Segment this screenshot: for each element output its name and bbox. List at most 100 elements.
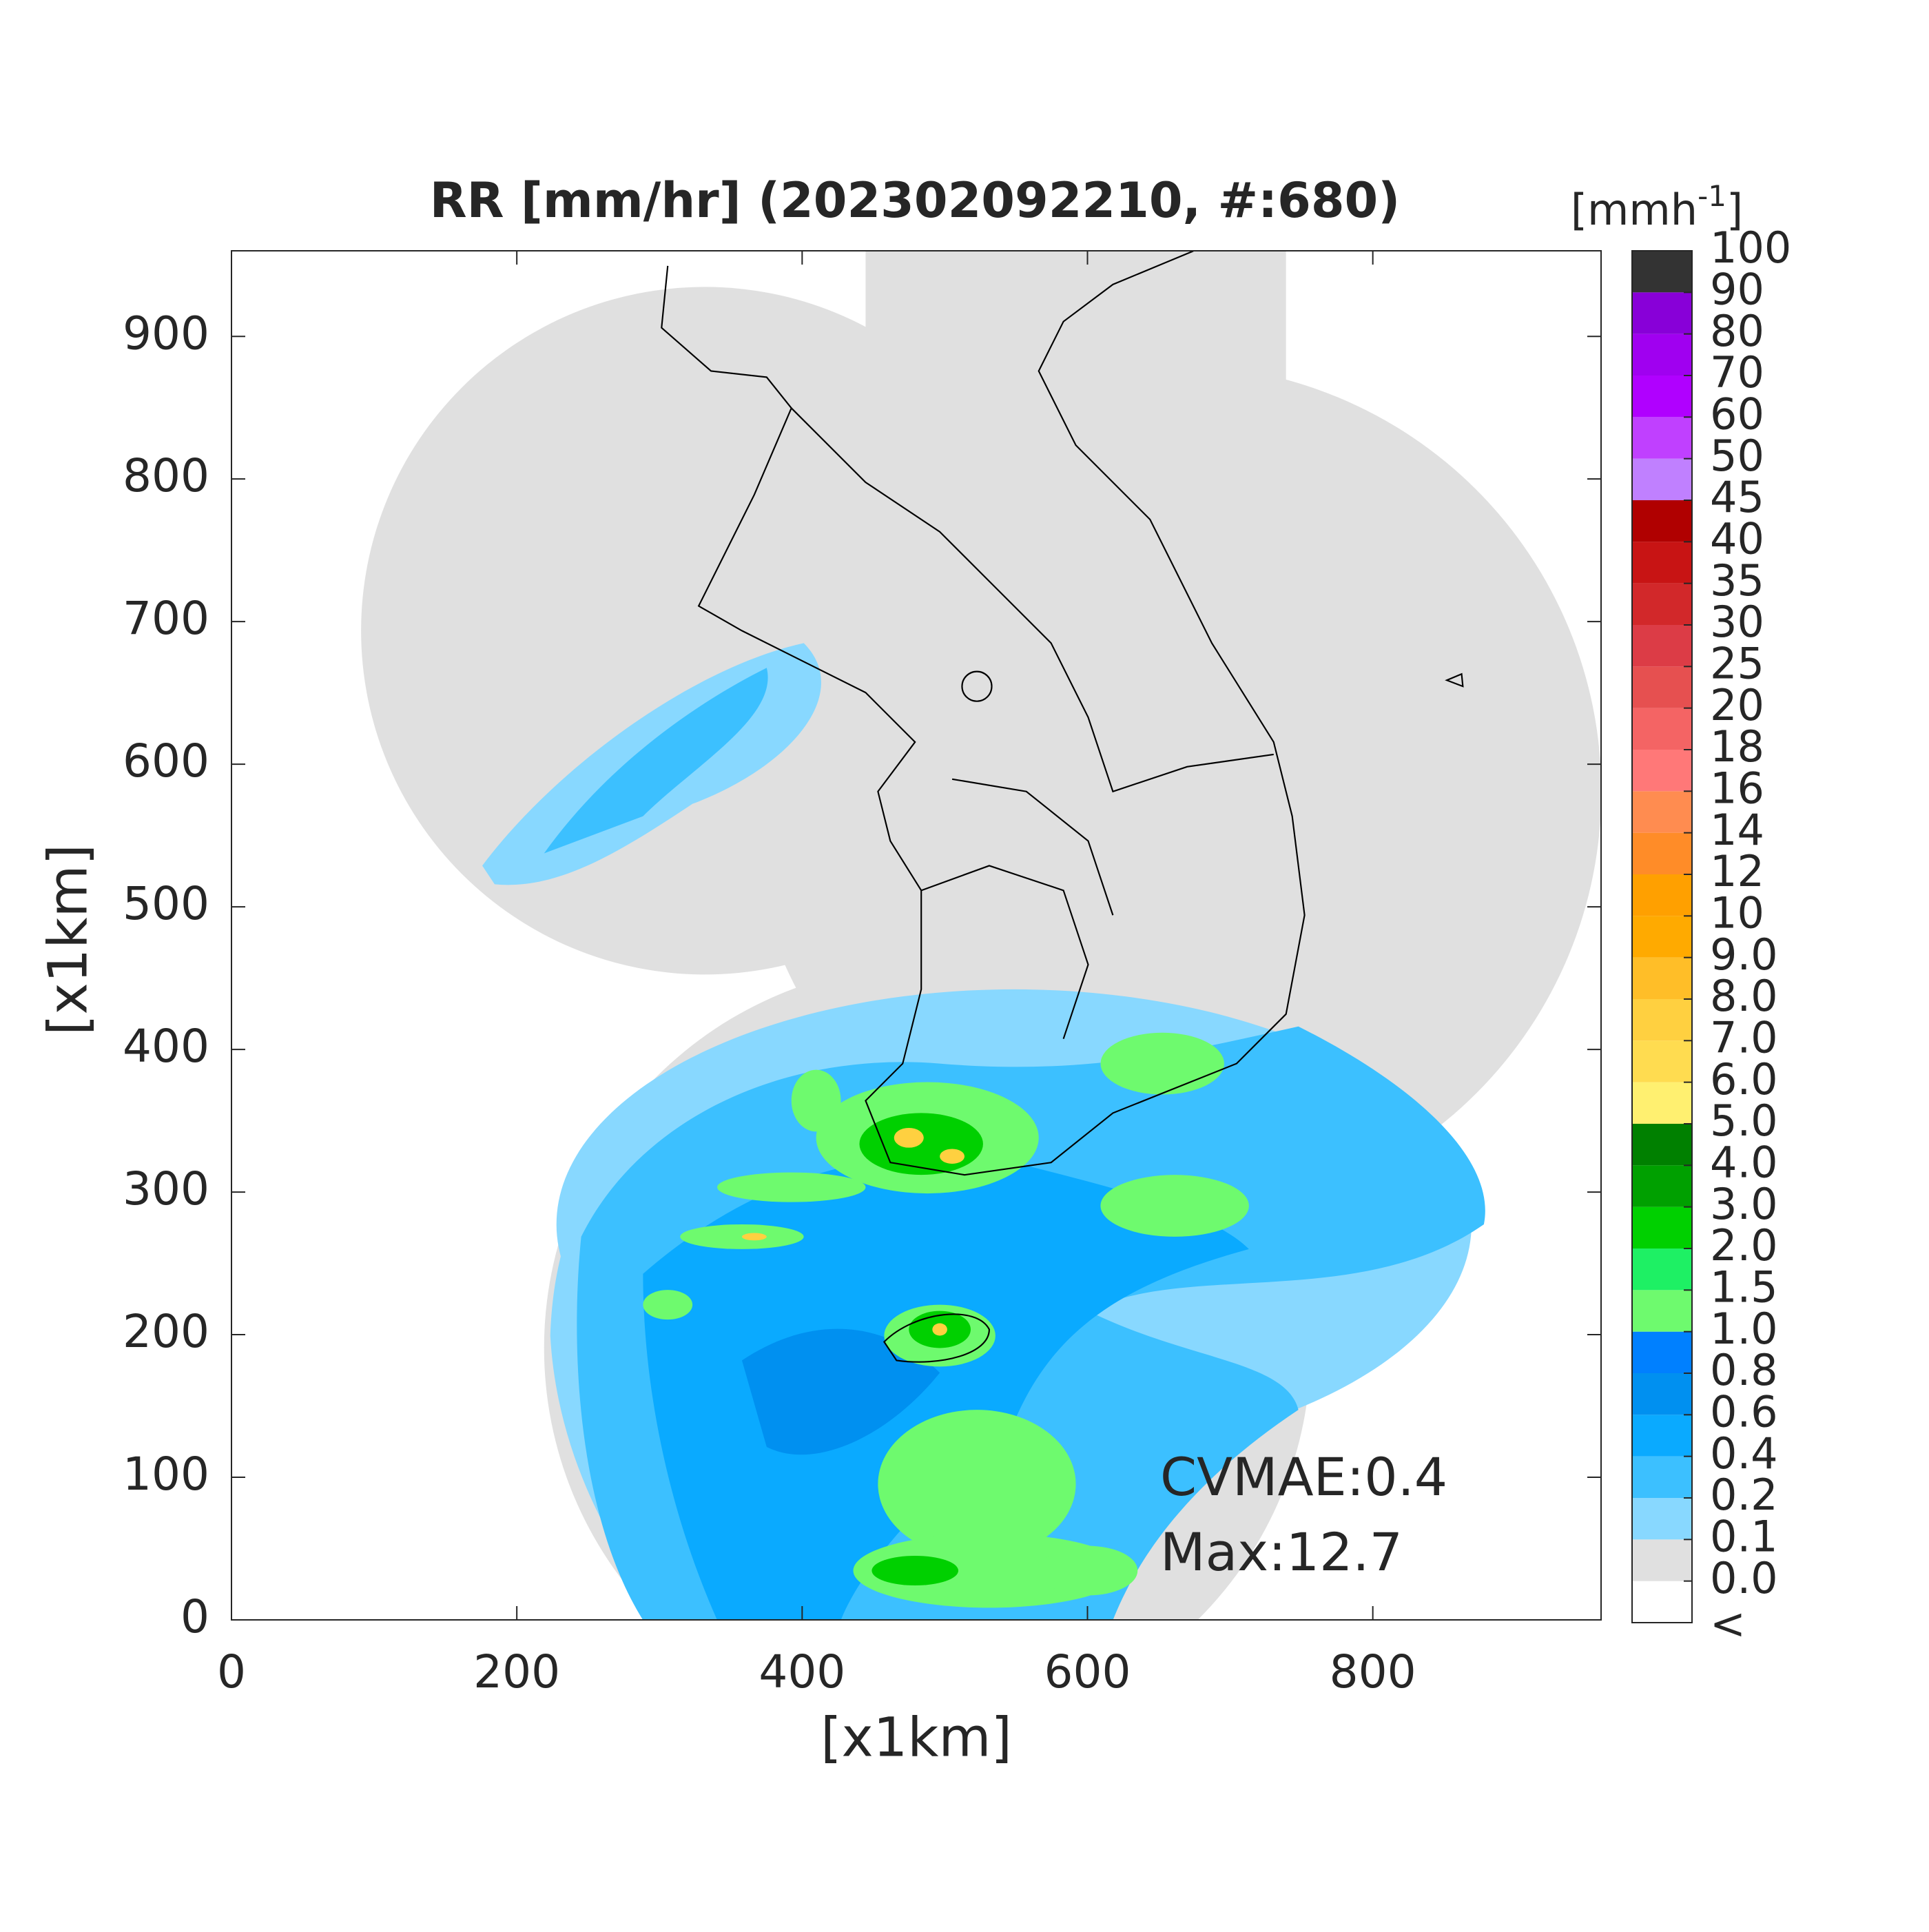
colorbar-box (1632, 874, 1692, 916)
colorbar-tick-label: 4.0 (1710, 1137, 1778, 1187)
colorbar-tick-label: 20 (1710, 680, 1764, 730)
colorbar-box (1632, 458, 1692, 500)
colorbar-box (1632, 1456, 1692, 1498)
colorbar-tick-label: 0.1 (1710, 1511, 1778, 1561)
colorbar-tick-label: 70 (1710, 347, 1764, 398)
x-tick-label: 800 (1330, 1645, 1416, 1698)
precip-field (482, 643, 1485, 1621)
y-tick-label: 800 (123, 449, 209, 502)
annotation: CVMAE:0.4 (1160, 1446, 1447, 1508)
colorbar-box (1632, 1539, 1692, 1581)
colorbar-tick-label: 12 (1710, 846, 1764, 896)
axes-ticks: 0 200 400 600 800 0 100 200 300 400 500 600 700 800 90… (123, 251, 1601, 1698)
coastline (661, 251, 1464, 1363)
colorbar-tick-label: 6.0 (1710, 1054, 1778, 1104)
colorbar-box (1632, 583, 1692, 625)
colorbar-box (1632, 1248, 1692, 1291)
colorbar-box (1632, 292, 1692, 334)
colorbar-tick-label: 0.6 (1710, 1386, 1778, 1437)
colorbar: <0.00.10.20.40.60.81.01.52.03.04.05.06.0… (1631, 223, 1791, 1649)
colorbar-tick-label: 0.0 (1710, 1553, 1778, 1603)
colorbar-frame (1631, 250, 1693, 1623)
colorbar-tick-label: 8.0 (1710, 971, 1778, 1021)
colorbar-tick-label: 3.0 (1710, 1179, 1778, 1229)
colorbar-tick-label: 0.2 (1710, 1470, 1778, 1520)
colorbar-box (1632, 708, 1692, 750)
colorbar-box (1632, 750, 1692, 792)
colorbar-tick-label: 60 (1710, 389, 1764, 439)
radar-map (361, 251, 1602, 1621)
colorbar-tick-label: 45 (1710, 472, 1764, 522)
y-tick-label: 300 (123, 1162, 209, 1215)
colorbar-box (1632, 1124, 1692, 1166)
colorbar-box (1632, 916, 1692, 958)
y-tick-label: 0 (180, 1590, 209, 1643)
colorbar-tick-label: 30 (1710, 597, 1764, 647)
x-tick-label: 600 (1044, 1645, 1131, 1698)
colorbar-box (1632, 333, 1692, 376)
annotation: Max:12.7 (1160, 1521, 1403, 1583)
x-tick-label: 400 (759, 1645, 845, 1698)
colorbar-tick-label: 1.5 (1710, 1262, 1778, 1312)
colorbar-box (1632, 376, 1692, 418)
colorbar-tick-label: 80 (1710, 306, 1764, 356)
colorbar-tick-label: 25 (1710, 638, 1764, 688)
colorbar-tick-label: 2.0 (1710, 1220, 1778, 1271)
y-tick-label: 600 (123, 734, 209, 788)
colorbar-box (1632, 1082, 1692, 1124)
colorbar-tick-label: 7.0 (1710, 1012, 1778, 1062)
y-tick-label: 500 (123, 877, 209, 930)
x-tick-label: 0 (217, 1645, 246, 1698)
colorbar-tick-label: 5.0 (1710, 1096, 1778, 1146)
colorbar-tick-label: 14 (1710, 805, 1764, 855)
colorbar-unit: [mmh-1] (1571, 179, 1743, 236)
colorbar-box (1632, 251, 1692, 293)
colorbar-box (1632, 1415, 1692, 1457)
y-tick-label: 900 (123, 307, 209, 360)
colorbar-box (1632, 417, 1692, 459)
colorbar-tick-label: 1.0 (1710, 1304, 1778, 1354)
colorbar-box (1632, 1581, 1692, 1623)
colorbar-tick-label: 35 (1710, 555, 1764, 606)
chart-title: RR [mm/hr] (202302092210, #:680) (430, 172, 1401, 229)
colorbar-box (1632, 1373, 1692, 1415)
unit-text: [mmh (1571, 185, 1698, 235)
colorbar-tick-label: 18 (1710, 721, 1764, 772)
colorbar-box (1632, 1498, 1692, 1540)
unit-close: ] (1726, 185, 1743, 235)
colorbar-box (1632, 791, 1692, 833)
colorbar-tick-label: < (1710, 1599, 1746, 1649)
colorbar-tick-label: 0.4 (1710, 1428, 1778, 1479)
colorbar-box (1632, 542, 1692, 584)
x-tick-label: 200 (473, 1645, 560, 1698)
colorbar-tick-label: 90 (1710, 264, 1764, 314)
x-axis-label: [x1km] (821, 1707, 1012, 1769)
colorbar-tick-label: 16 (1710, 763, 1764, 813)
colorbar-box (1632, 1206, 1692, 1248)
colorbar-box (1632, 832, 1692, 874)
colorbar-box (1632, 625, 1692, 667)
colorbar-box (1632, 1040, 1692, 1082)
colorbar-box (1632, 1290, 1692, 1332)
colorbar-tick-label: 10 (1710, 887, 1764, 938)
colorbar-box (1632, 1165, 1692, 1207)
y-tick-label: 100 (123, 1448, 209, 1501)
colorbar-box (1632, 999, 1692, 1041)
unit-exponent: -1 (1698, 179, 1726, 213)
colorbar-box (1632, 1331, 1692, 1373)
y-tick-label: 700 (123, 592, 209, 645)
colorbar-tick-label: 9.0 (1710, 929, 1778, 980)
axes-box (231, 250, 1602, 1621)
y-tick-label: 200 (123, 1305, 209, 1358)
colorbar-box (1632, 957, 1692, 999)
colorbar-tick-label: 50 (1710, 431, 1764, 481)
y-tick-label: 400 (123, 1020, 209, 1073)
colorbar-tick-label: 0.8 (1710, 1345, 1778, 1395)
colorbar-box (1632, 500, 1692, 542)
y-axis-label: [x1km] (37, 844, 99, 1036)
colorbar-tick-label: 100 (1710, 223, 1791, 273)
colorbar-box (1632, 666, 1692, 708)
colorbar-tick-label: 40 (1710, 513, 1764, 564)
